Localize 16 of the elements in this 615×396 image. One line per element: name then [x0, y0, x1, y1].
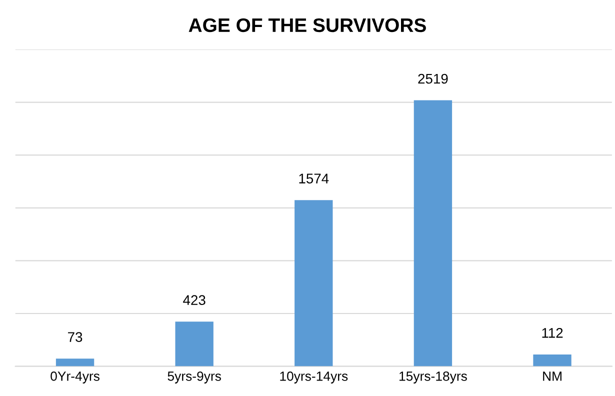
bar: [414, 100, 452, 366]
x-tick-label: NM: [543, 372, 562, 381]
x-tick-label: 0Yr-4yrs: [50, 372, 100, 384]
data-label: 2519: [418, 74, 448, 84]
data-label: 73: [68, 332, 82, 342]
data-label: 112: [542, 328, 563, 338]
x-tick-label: 15yrs-18yrs: [400, 372, 467, 384]
bar: [56, 358, 94, 366]
bar: [294, 200, 333, 366]
bar: [175, 322, 214, 366]
x-tick-label: 10yrs-14yrs: [280, 372, 348, 384]
x-tick-label: 5yrs-9yrs: [168, 372, 221, 384]
data-label: 423: [183, 295, 206, 305]
bar: [533, 354, 572, 366]
chart-title: AGE OF THE SURVIVORS: [188, 18, 426, 32]
data-label: 1574: [299, 174, 329, 184]
